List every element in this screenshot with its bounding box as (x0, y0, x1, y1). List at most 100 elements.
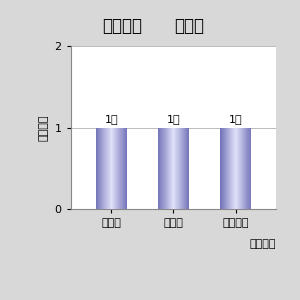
Bar (240, 128, 241, 209)
Bar (164, 128, 165, 209)
Bar (102, 128, 103, 209)
Bar (241, 128, 242, 209)
Bar (119, 128, 120, 209)
Bar (188, 128, 189, 209)
Bar (177, 128, 178, 209)
Bar (123, 128, 124, 209)
Bar (99, 128, 100, 209)
Bar (248, 128, 249, 209)
Bar (103, 128, 104, 209)
Bar (237, 128, 238, 209)
Bar (165, 128, 166, 209)
Bar (108, 128, 109, 209)
Bar (114, 128, 115, 209)
Bar (176, 128, 177, 209)
Bar (159, 128, 160, 209)
Bar (173, 128, 174, 209)
Bar (120, 128, 121, 209)
Bar (159, 128, 160, 209)
Bar (179, 128, 180, 209)
Text: 指の向: 指の向 (174, 16, 204, 34)
Bar (243, 128, 244, 209)
Bar (228, 128, 229, 209)
Bar (160, 128, 161, 209)
Bar (229, 128, 230, 209)
Bar (225, 128, 226, 209)
Bar (101, 128, 102, 209)
Bar (246, 128, 247, 209)
Bar (186, 128, 187, 209)
Bar (180, 128, 181, 209)
Bar (161, 128, 162, 209)
Bar (231, 128, 232, 209)
Bar (125, 128, 126, 209)
Bar (158, 128, 159, 209)
Bar (239, 128, 240, 209)
Bar (119, 128, 120, 209)
Bar (184, 128, 185, 209)
Bar (249, 128, 250, 209)
Text: ジャナル: ジャナル (102, 16, 142, 34)
Bar (107, 128, 108, 209)
Bar (107, 128, 108, 209)
Bar (220, 128, 221, 209)
Bar (121, 128, 122, 209)
Bar (233, 128, 234, 209)
Bar (244, 128, 245, 209)
Bar (100, 128, 101, 209)
Bar (102, 128, 103, 209)
Bar (106, 128, 107, 209)
Y-axis label: 延べ人数: 延べ人数 (39, 115, 49, 141)
Bar (122, 128, 123, 209)
Bar (187, 128, 188, 209)
Bar (248, 128, 249, 209)
Bar (230, 128, 231, 209)
Bar (122, 128, 123, 209)
Bar (241, 128, 242, 209)
Bar (117, 128, 118, 209)
Bar (174, 128, 175, 209)
Bar (174, 128, 175, 209)
Bar (104, 128, 105, 209)
Bar (242, 128, 243, 209)
Bar (118, 128, 119, 209)
Bar (115, 128, 116, 209)
Bar (110, 128, 111, 209)
Bar (105, 128, 106, 209)
Bar (234, 128, 235, 209)
Bar (170, 128, 171, 209)
Bar (113, 128, 114, 209)
Bar (166, 128, 167, 209)
Bar (229, 128, 230, 209)
Bar (169, 128, 170, 209)
Bar (243, 128, 244, 209)
Bar (223, 128, 224, 209)
Bar (168, 128, 169, 209)
Bar (116, 128, 117, 209)
Bar (126, 128, 127, 209)
Text: 来年の予: 来年の予 (250, 239, 276, 249)
Bar (232, 128, 233, 209)
Bar (250, 128, 251, 209)
Bar (176, 128, 177, 209)
Bar (183, 128, 184, 209)
Bar (172, 128, 173, 209)
Bar (250, 128, 251, 209)
Bar (98, 128, 99, 209)
Bar (124, 128, 125, 209)
Bar (162, 128, 163, 209)
Bar (231, 128, 232, 209)
Bar (164, 128, 165, 209)
Bar (245, 128, 246, 209)
Bar (182, 128, 183, 209)
Bar (109, 128, 110, 209)
Bar (115, 128, 116, 209)
Bar (161, 128, 162, 209)
Bar (233, 128, 234, 209)
Bar (238, 128, 239, 209)
Bar (220, 128, 221, 209)
Bar (117, 128, 118, 209)
Bar (226, 128, 227, 209)
Bar (224, 128, 225, 209)
Bar (178, 128, 179, 209)
